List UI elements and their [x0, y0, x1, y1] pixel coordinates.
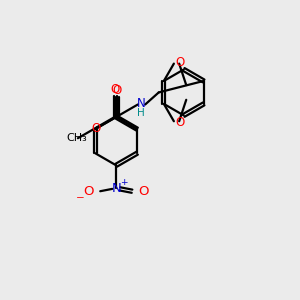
Text: CH₃: CH₃: [66, 133, 87, 143]
Text: O: O: [139, 185, 149, 198]
Text: O: O: [176, 116, 185, 129]
Text: O: O: [112, 84, 122, 97]
Text: O: O: [176, 56, 185, 69]
Text: N: N: [111, 182, 121, 195]
Text: N: N: [137, 98, 146, 110]
Text: O: O: [111, 83, 120, 96]
Text: H: H: [137, 108, 145, 118]
Text: −: −: [76, 193, 85, 203]
Text: O: O: [83, 185, 94, 198]
Text: O: O: [91, 122, 100, 135]
Text: +: +: [120, 178, 127, 187]
